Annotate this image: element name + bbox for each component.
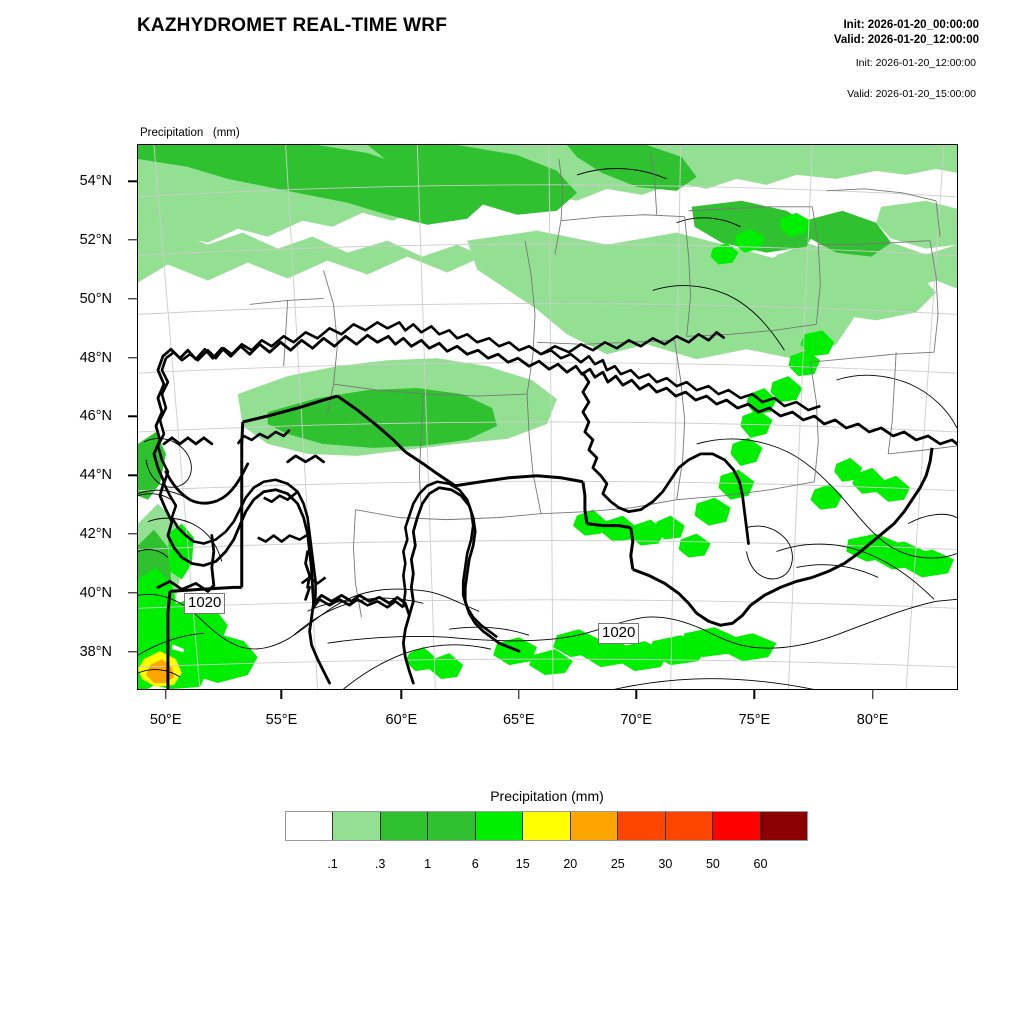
colorbar-tick-label: 50 bbox=[705, 857, 720, 871]
pressure-contour-label: 1020 bbox=[598, 623, 640, 644]
colorbar-swatch bbox=[665, 812, 714, 840]
longitude-tick-label: 65°E bbox=[502, 712, 535, 728]
longitude-tick-mark bbox=[518, 690, 520, 699]
admin-boundaries bbox=[249, 152, 957, 618]
colorbar-tick-labels: .1 .3 1 6 15 20 25 30 50 60 bbox=[285, 857, 808, 877]
colorbar-tick-label: 1 bbox=[424, 857, 432, 871]
colorbar-swatch bbox=[380, 812, 429, 840]
map-plot-area: 1020 1020 bbox=[137, 144, 958, 690]
colorbar-tick-label: 60 bbox=[753, 857, 768, 871]
colorbar-title: Precipitation (mm) bbox=[490, 788, 604, 804]
longitude-tick-mark bbox=[400, 690, 403, 699]
colorbar-swatch bbox=[333, 812, 381, 840]
latitude-tick-mark bbox=[128, 357, 137, 359]
latitude-tick-label: 48°N bbox=[79, 350, 112, 367]
longitude-tick-label: 80°E bbox=[856, 712, 889, 728]
longitude-tick-mark bbox=[753, 690, 756, 699]
latitude-tick-label: 42°N bbox=[79, 525, 112, 542]
colorbar-tick-label: .1 bbox=[327, 857, 338, 871]
latitude-tick-mark bbox=[128, 297, 137, 300]
run-info-primary: Init: 2026-01-20_00:00:00 Valid: 2026-01… bbox=[834, 18, 979, 48]
valid-time-secondary: Valid: 2026-01-20_15:00:00 bbox=[847, 88, 976, 100]
run-info-secondary: Init: 2026-01-20_12:00:00 Valid: 2026-01… bbox=[847, 48, 976, 110]
kazakhstan-south-boundary bbox=[166, 394, 934, 689]
latitude-tick-mark bbox=[128, 474, 137, 477]
longitude-tick-label: 75°E bbox=[738, 712, 771, 728]
longitude-tick-mark bbox=[871, 690, 874, 699]
longitude-tick-label: 60°E bbox=[385, 712, 418, 728]
longitude-tick-label: 70°E bbox=[620, 712, 652, 728]
longitude-tick-mark bbox=[280, 690, 283, 699]
colorbar-swatch bbox=[428, 812, 476, 840]
latitude-tick-label: 50°N bbox=[79, 290, 112, 307]
precip-band-medium bbox=[138, 145, 892, 689]
longitude-tick-mark bbox=[635, 690, 637, 699]
page-title: KAZHYDROMET REAL-TIME WRF bbox=[137, 15, 448, 36]
init-time-secondary: Init: 2026-01-20_12:00:00 bbox=[855, 57, 976, 69]
latitude-tick-label: 54°N bbox=[79, 173, 112, 190]
latitude-tick-mark bbox=[128, 651, 137, 653]
latitude-tick-label: 52°N bbox=[79, 231, 112, 248]
colorbar-swatch bbox=[475, 812, 524, 840]
longitude-tick-label: 55°E bbox=[265, 712, 298, 728]
field-label-precipitation: Precipitation (mm) bbox=[140, 127, 240, 139]
kazakhstan-outline bbox=[152, 333, 957, 685]
valid-time-primary: Valid: 2026-01-20_12:00:00 bbox=[833, 34, 979, 46]
colorbar-tick-label: 25 bbox=[610, 857, 625, 871]
colorbar-tick-label: 30 bbox=[658, 857, 673, 871]
map-canvas bbox=[138, 145, 957, 689]
colorbar-swatch bbox=[618, 812, 666, 840]
colorbar-tick-label: 6 bbox=[471, 857, 479, 871]
latitude-tick-label: 40°N bbox=[79, 584, 112, 601]
colorbar-swatch bbox=[760, 812, 807, 840]
latitude-tick-label: 38°N bbox=[79, 643, 112, 660]
colorbar-swatch bbox=[523, 812, 571, 840]
colorbar-tick-label: 20 bbox=[563, 857, 578, 871]
kazakhstan-southern-border bbox=[156, 454, 325, 593]
coastline bbox=[138, 437, 793, 678]
latitude-tick-mark bbox=[128, 533, 137, 535]
colorbar-swatch bbox=[713, 812, 761, 840]
colorbar-swatch bbox=[570, 812, 619, 840]
latitude-tick-mark bbox=[128, 592, 137, 594]
kazakhstan-step-border bbox=[162, 436, 312, 601]
colorbar-tick-label: .3 bbox=[374, 857, 386, 871]
longitude-tick-mark bbox=[165, 690, 167, 699]
latitude-tick-mark bbox=[128, 180, 137, 182]
pressure-contour-label: 1020 bbox=[184, 593, 226, 614]
longitude-tick-label: 50°E bbox=[149, 712, 182, 728]
init-time-primary: Init: 2026-01-20_00:00:00 bbox=[843, 19, 979, 31]
colorbar-swatch bbox=[286, 812, 334, 840]
precipitation-colorbar bbox=[285, 811, 808, 841]
latitude-tick-label: 44°N bbox=[79, 467, 112, 484]
latitude-tick-label: 46°N bbox=[79, 408, 112, 425]
latitude-tick-mark bbox=[128, 238, 137, 241]
colorbar-tick-label: 15 bbox=[515, 857, 530, 871]
latitude-tick-mark bbox=[128, 415, 137, 418]
